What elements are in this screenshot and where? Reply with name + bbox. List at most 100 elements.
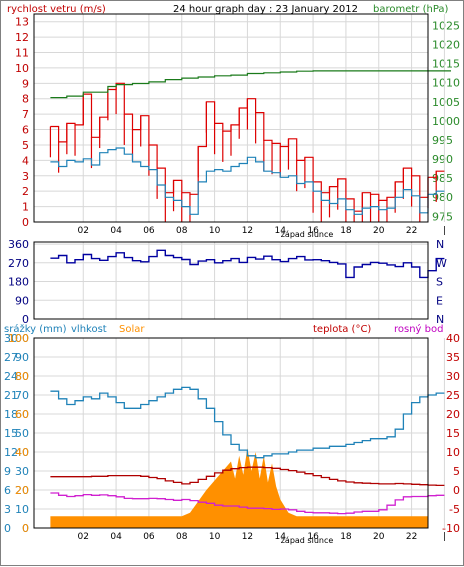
- pressure-tick-label: 1000: [432, 115, 460, 128]
- direction-compass-tick-label: N: [436, 313, 444, 326]
- temperature-tick-label: 5: [453, 465, 460, 478]
- solar-tick-label: 80: [15, 370, 29, 383]
- wind-speed-tick-label: 13: [15, 16, 29, 29]
- humidity-tick-label: 100: [8, 332, 29, 345]
- temperature-axis-label: teplota (°C): [313, 324, 371, 335]
- temperature-tick-label: -5: [449, 503, 460, 516]
- humidity-tick-label: 10: [15, 503, 29, 516]
- direction-degree-tick-label: 90: [15, 294, 29, 307]
- wind-speed-tick-label: 7: [22, 108, 29, 121]
- wind-speed-tick-label: 10: [15, 62, 29, 75]
- pressure-tick-label: 975: [432, 210, 453, 223]
- wind-speed-tick-label: 12: [15, 31, 29, 44]
- temperature-tick-label: 30: [446, 370, 460, 383]
- p1-x-tick-label: 14: [275, 226, 287, 236]
- pressure-tick-label: 1005: [432, 96, 460, 109]
- sunset-annotation: západ slunce: [281, 536, 334, 545]
- precipitation-tick-label: 0: [4, 522, 11, 535]
- humidity-tick-label: 30: [15, 465, 29, 478]
- p3-x-tick-label: 12: [242, 532, 253, 542]
- humidity-tick-label: 0: [22, 522, 29, 535]
- direction-degree-tick-label: 270: [8, 257, 29, 270]
- humidity-tick-label: 80: [15, 370, 29, 383]
- p1-x-tick-label: 04: [110, 226, 122, 236]
- precipitation-tick-label: 12: [4, 446, 18, 459]
- precipitation-tick-label: 15: [4, 427, 18, 440]
- temperature-tick-label: 40: [446, 332, 460, 345]
- wind-speed-tick-label: 9: [22, 77, 29, 90]
- wind-speed-tick-label: 6: [22, 124, 29, 137]
- precipitation-tick-label: 21: [4, 389, 18, 402]
- p1-x-tick-label: 02: [78, 226, 89, 236]
- pressure-tick-label: 1020: [432, 39, 460, 52]
- pressure-tick-label: 995: [432, 134, 453, 147]
- humidity-tick-label: 90: [15, 351, 29, 364]
- p1-plot-frame: [33, 13, 429, 223]
- p3-x-tick-label: 22: [406, 532, 417, 542]
- wind-series-line: [50, 147, 445, 215]
- pressure-tick-label: 990: [432, 153, 453, 166]
- wind-pressure-panel: 0123456789101112139759809859909951000100…: [15, 13, 460, 239]
- wind-speed-tick-label: 3: [22, 170, 29, 183]
- precipitation-tick-label: 6: [4, 484, 11, 497]
- p3-x-tick-label: 18: [340, 532, 352, 542]
- solar-tick-label: 40: [15, 446, 29, 459]
- pressure-tick-label: 1015: [432, 58, 460, 71]
- p3-x-tick-label: 16: [307, 532, 319, 542]
- wind-direction-panel: 0 N 90 E 180 S 270 W 360 N: [8, 238, 447, 326]
- p1-x-tick-label: |: [443, 226, 446, 236]
- wind-speed-tick-label: 0: [22, 216, 29, 229]
- wind-speed-tick-label: 1: [22, 201, 29, 214]
- p2-plot-frame: [33, 241, 429, 320]
- humidity-tick-label: 20: [15, 484, 29, 497]
- precipitation-tick-label: 3: [4, 503, 11, 516]
- p1-x-tick-label: 16: [307, 226, 319, 236]
- p1-x-tick-label: 08: [176, 226, 188, 236]
- p3-x-tick-label: 04: [110, 532, 122, 542]
- precipitation-axis-label: srážky (mm): [4, 323, 67, 335]
- p1-x-tick-label: 20: [373, 226, 385, 236]
- dewpoint-axis-label: rosný bod: [394, 323, 443, 335]
- p1-x-tick-label: 12: [242, 226, 253, 236]
- precipitation-tick-label: 30: [4, 332, 18, 345]
- p3-x-tick-label: 08: [176, 532, 188, 542]
- pressure-tick-label: 1025: [432, 19, 460, 32]
- pressure-tick-label: 985: [432, 172, 453, 185]
- p3-x-tick-label: 02: [78, 532, 89, 542]
- p3-x-tick-label: 20: [373, 532, 385, 542]
- p3-x-tick-label: |: [443, 532, 446, 542]
- wind-speed-tick-label: 4: [22, 154, 29, 167]
- humidity-tick-label: 60: [15, 408, 29, 421]
- humidity-tick-label: 50: [15, 427, 29, 440]
- pressure-axis-label: barometr (hPa): [373, 4, 449, 15]
- solar-tick-label: 100: [8, 332, 29, 345]
- humidity-axis-label: vlhkost: [71, 324, 107, 335]
- direction-compass-tick-label: W: [436, 257, 447, 270]
- wind-speed-tick-label: 11: [15, 47, 29, 60]
- wind-speed-tick-label: 8: [22, 93, 29, 106]
- precipitation-tick-label: 27: [4, 351, 18, 364]
- humidity-tick-label: 40: [15, 446, 29, 459]
- solar-tick-label: 0: [22, 522, 29, 535]
- temperature-tick-label: 0: [453, 484, 460, 497]
- p3-x-tick-label: 14: [275, 532, 287, 542]
- precipitation-tick-label: 24: [4, 370, 18, 383]
- p3-x-tick-label: 10: [209, 532, 221, 542]
- direction-degree-tick-label: 0: [22, 313, 29, 326]
- direction-compass-tick-label: S: [436, 276, 443, 289]
- temperature-humidity-panel: 0369121518212427300102030405060708090100…: [4, 332, 460, 545]
- wind-speed-tick-label: 2: [22, 185, 29, 198]
- sunset-annotation: západ slunce: [281, 230, 334, 239]
- p1-x-tick-label: 06: [143, 226, 155, 236]
- temperature-tick-label: 35: [446, 351, 460, 364]
- direction-compass-tick-label: E: [436, 294, 443, 307]
- p1-x-tick-label: 22: [406, 226, 417, 236]
- solar-tick-label: 60: [15, 408, 29, 421]
- solar-tick-label: 20: [15, 484, 29, 497]
- chart-title: 24 hour graph day : 23 January 2012: [173, 4, 358, 15]
- wind-speed-axis-label: rychlost vetru (m/s): [7, 4, 106, 15]
- wind-speed-tick-label: 5: [22, 139, 29, 152]
- humidity-series-line: [50, 386, 445, 459]
